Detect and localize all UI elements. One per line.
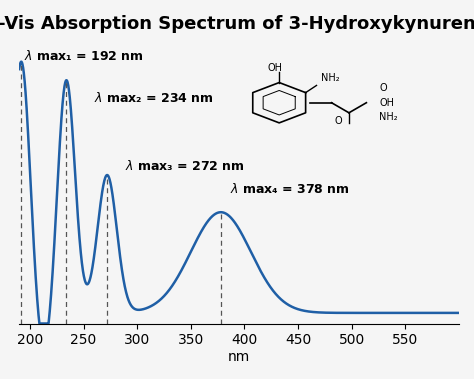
Text: $\lambda$ max₂ = 234 nm: $\lambda$ max₂ = 234 nm [94, 91, 214, 105]
Text: OH: OH [380, 97, 394, 108]
Text: OH: OH [267, 63, 283, 73]
Text: O: O [334, 116, 342, 126]
X-axis label: nm: nm [228, 350, 250, 364]
Text: $\lambda$ max₃ = 272 nm: $\lambda$ max₃ = 272 nm [125, 160, 245, 174]
Text: $\lambda$ max₄ = 378 nm: $\lambda$ max₄ = 378 nm [230, 182, 350, 196]
Text: O: O [380, 83, 387, 93]
Text: $\lambda$ max₁ = 192 nm: $\lambda$ max₁ = 192 nm [24, 49, 143, 63]
Text: NH₂: NH₂ [320, 73, 339, 83]
Title: UV-Vis Absorption Spectrum of 3-Hydroxykynurenine: UV-Vis Absorption Spectrum of 3-Hydroxyk… [0, 15, 474, 33]
Text: NH₂: NH₂ [380, 112, 398, 122]
